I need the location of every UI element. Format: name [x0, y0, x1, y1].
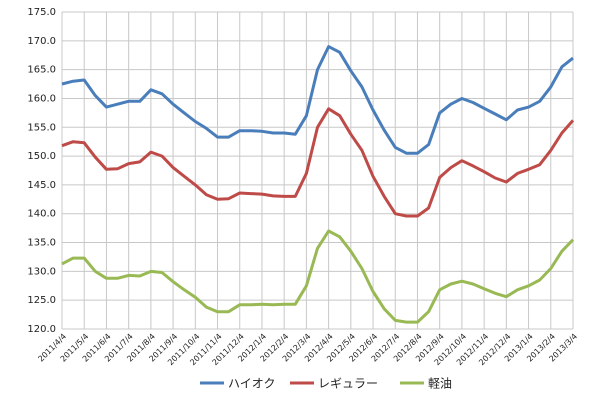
- y-tick-label: 165.0: [27, 65, 56, 76]
- y-tick-label: 135.0: [27, 238, 56, 249]
- y-tick-label: 150.0: [27, 151, 56, 162]
- legend-label: ハイオク: [228, 377, 276, 391]
- y-tick-label: 170.0: [27, 36, 56, 47]
- y-tick-label: 175.0: [27, 7, 56, 18]
- series-line: [61, 107, 575, 218]
- series-line: [61, 229, 575, 324]
- y-tick-label: 130.0: [27, 266, 56, 277]
- y-tick-label: 155.0: [27, 122, 56, 133]
- y-tick-label: 120.0: [27, 324, 56, 335]
- y-tick-label: 145.0: [27, 180, 56, 191]
- y-tick-label: 140.0: [27, 209, 56, 220]
- legend-label: レギュラー: [318, 377, 378, 391]
- y-tick-label: 160.0: [27, 93, 56, 104]
- legend-label: 軽油: [428, 377, 452, 391]
- y-tick-label: 125.0: [27, 295, 56, 306]
- series-line: [61, 45, 574, 155]
